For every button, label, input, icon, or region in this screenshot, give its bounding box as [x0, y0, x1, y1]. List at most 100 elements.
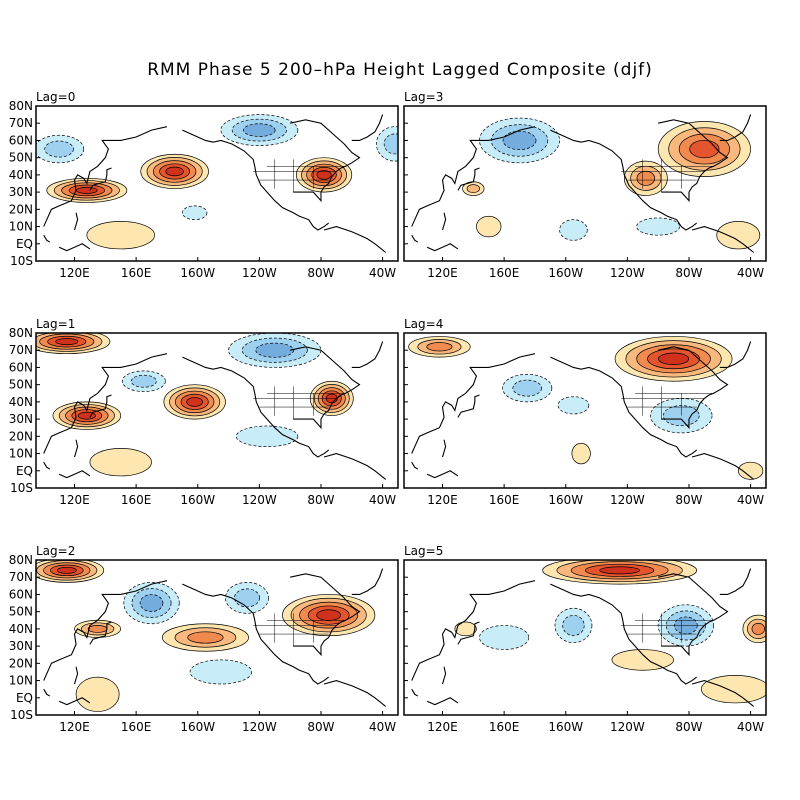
- lon-tick-label: 160W: [548, 720, 583, 734]
- lon-tick-label: 80W: [307, 720, 334, 734]
- contour-level-4: [689, 139, 720, 159]
- coastline-0: [411, 353, 536, 454]
- contour-level-3: [255, 342, 295, 358]
- lat-tick-label: EQ: [16, 237, 33, 251]
- contour-level-1: [75, 676, 120, 712]
- lat-tick-label: 10S: [10, 708, 33, 722]
- map-panel-1: Lag=3 120E 160E 160W 120W 80W 40W: [403, 90, 767, 280]
- negative-anomaly-4: [220, 114, 299, 146]
- map-frame: [403, 105, 767, 262]
- contour-level-3: [139, 594, 164, 612]
- coastline-0: [411, 126, 536, 227]
- negative-anomaly-5: [181, 205, 208, 221]
- negative-anomaly-2: [554, 607, 593, 644]
- contour-level-1: [86, 221, 155, 250]
- coastline-4: [351, 341, 384, 368]
- contour-level-2: [562, 615, 585, 636]
- contour-level-2: [512, 379, 542, 397]
- positive-anomaly-7: [716, 221, 761, 250]
- coastline-8: [323, 452, 387, 480]
- coastline-1: [89, 167, 112, 191]
- contour-level-2: [383, 133, 398, 155]
- positive-anomaly-1: [52, 401, 122, 430]
- lat-tick-label: 80N: [9, 99, 33, 113]
- lat-tick-label: 10S: [10, 481, 33, 495]
- lat-tick-label: 10S: [10, 254, 33, 268]
- lon-tick-label: 120E: [59, 493, 90, 507]
- lat-tick-label: 80N: [9, 553, 33, 567]
- positive-anomaly-7: [611, 649, 674, 671]
- lat-tick-label: 20N: [9, 202, 33, 216]
- contour-level-3: [502, 130, 537, 151]
- contour-level-3: [243, 123, 276, 137]
- lat-tick-label: 60N: [9, 360, 33, 374]
- coastline-5: [43, 688, 51, 697]
- lat-tick-label: EQ: [16, 464, 33, 478]
- positive-anomaly-0: [36, 560, 105, 583]
- coastline-5: [411, 234, 419, 243]
- positive-anomaly-1: [657, 121, 751, 177]
- contour-level-5: [186, 397, 204, 407]
- lon-tick-label: 80W: [675, 266, 702, 280]
- contour-level-5: [658, 352, 690, 365]
- lat-tick-label: 70N: [9, 343, 33, 357]
- positive-anomaly-4: [454, 621, 477, 637]
- height-anomaly-field: [36, 560, 376, 712]
- coastline-5: [411, 688, 419, 697]
- contour-level-1: [479, 625, 530, 650]
- coastline-3: [658, 119, 729, 203]
- coastline-0: [43, 353, 168, 454]
- lat-tick-label: 40N: [9, 395, 33, 409]
- coastline-2: [550, 356, 698, 458]
- lat-tick-label: 70N: [9, 116, 33, 130]
- contour-level-1: [189, 659, 253, 685]
- contour-level-5: [77, 411, 96, 420]
- lat-tick-label: 20N: [9, 429, 33, 443]
- contour-level-3: [636, 170, 656, 186]
- lon-tick-label: 80W: [675, 720, 702, 734]
- lon-tick-label: 160W: [548, 266, 583, 280]
- lon-tick-label: 160E: [121, 266, 152, 280]
- lon-tick-label: 160E: [121, 493, 152, 507]
- lon-tick-label: 120W: [610, 266, 645, 280]
- positive-anomaly-2: [295, 157, 353, 193]
- coastline-6: [426, 470, 459, 479]
- map-panel-3: Lag=4 120E 160E 160W 120W 80W 40W: [403, 317, 767, 507]
- negative-anomaly-4: [228, 333, 322, 368]
- lon-tick-label: 120E: [427, 493, 458, 507]
- coastline-2: [550, 583, 698, 685]
- lon-tick-label: 120W: [242, 493, 277, 507]
- coastlines: [411, 114, 755, 253]
- coastlines: [43, 568, 387, 707]
- contour-level-1: [716, 221, 761, 250]
- lon-tick-label: 120W: [242, 720, 277, 734]
- lon-tick-label: 160E: [489, 720, 520, 734]
- lon-tick-label: 160E: [489, 493, 520, 507]
- positive-anomaly-2: [161, 623, 249, 652]
- coastline-4: [719, 568, 752, 595]
- positive-anomaly-3: [74, 619, 122, 638]
- panel-label: Lag=1: [36, 317, 75, 331]
- coastline-7: [441, 212, 447, 231]
- lon-tick-label: 40W: [369, 720, 396, 734]
- positive-anomaly-6: [86, 221, 155, 250]
- map-frame: [403, 559, 767, 716]
- panel-label: Lag=3: [404, 90, 443, 104]
- coastline-7: [73, 212, 79, 231]
- map-frame: [403, 332, 767, 489]
- lon-tick-label: 120E: [427, 720, 458, 734]
- contour-level-1: [476, 215, 502, 238]
- coastline-1: [457, 621, 480, 645]
- negative-anomaly-4: [557, 396, 590, 415]
- positive-anomaly-5: [571, 442, 591, 465]
- lon-tick-label: 120W: [610, 720, 645, 734]
- coastline-3: [658, 346, 729, 430]
- coastline-1: [457, 167, 480, 191]
- positive-anomaly-4: [476, 215, 502, 238]
- contour-level-2: [44, 140, 74, 158]
- positive-anomaly-6: [737, 461, 764, 480]
- positive-anomaly-5: [742, 614, 766, 644]
